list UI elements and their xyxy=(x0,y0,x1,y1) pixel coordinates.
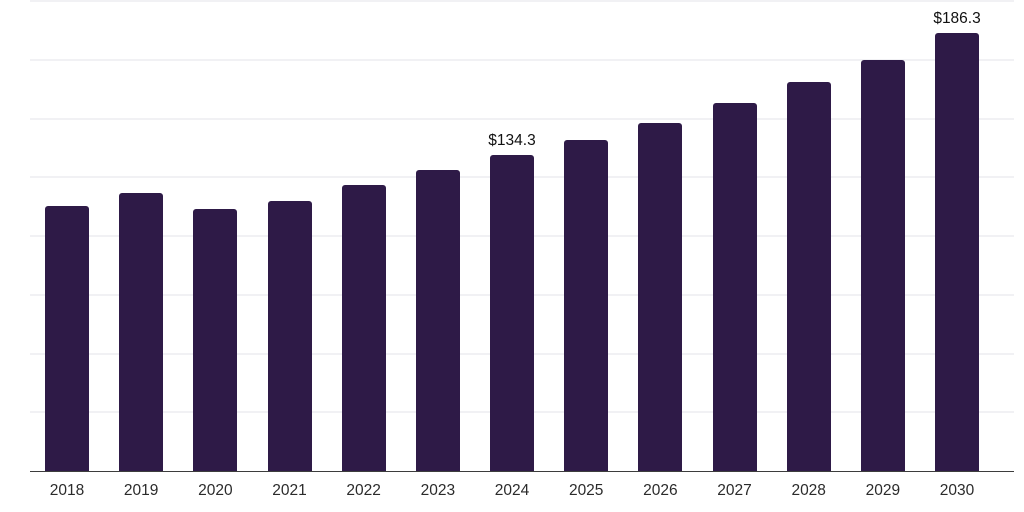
x-tick-label: 2024 xyxy=(494,482,530,499)
x-tick-label: 2022 xyxy=(346,482,381,499)
bar xyxy=(564,140,609,471)
value-label: $134.3 xyxy=(488,132,536,150)
x-tick-label: 2026 xyxy=(643,482,678,499)
x-tick-label: 2021 xyxy=(272,482,307,499)
x-tick-label: 2018 xyxy=(49,482,85,499)
x-tick-label: 2023 xyxy=(420,482,456,499)
x-tick-label: 2027 xyxy=(717,482,752,499)
bar xyxy=(193,208,238,471)
bar xyxy=(341,184,386,471)
x-tick-label: 2025 xyxy=(568,482,604,499)
value-label: $186.3 xyxy=(933,10,981,28)
bar xyxy=(119,193,164,471)
bar xyxy=(786,81,831,471)
bar xyxy=(860,59,905,471)
x-axis-line xyxy=(30,470,1014,472)
bar xyxy=(712,103,757,471)
x-tick-label: 2020 xyxy=(198,482,233,499)
bar xyxy=(45,205,89,471)
bar xyxy=(267,201,312,471)
x-tick-label: 2028 xyxy=(791,482,826,499)
bar xyxy=(415,169,460,471)
x-tick-label: 2030 xyxy=(939,482,975,499)
bar xyxy=(638,122,683,471)
bar xyxy=(490,155,535,471)
x-tick-label: 2029 xyxy=(865,482,901,499)
bar xyxy=(935,33,980,471)
x-tick-label: 2019 xyxy=(123,482,159,499)
gridline xyxy=(30,0,1014,2)
